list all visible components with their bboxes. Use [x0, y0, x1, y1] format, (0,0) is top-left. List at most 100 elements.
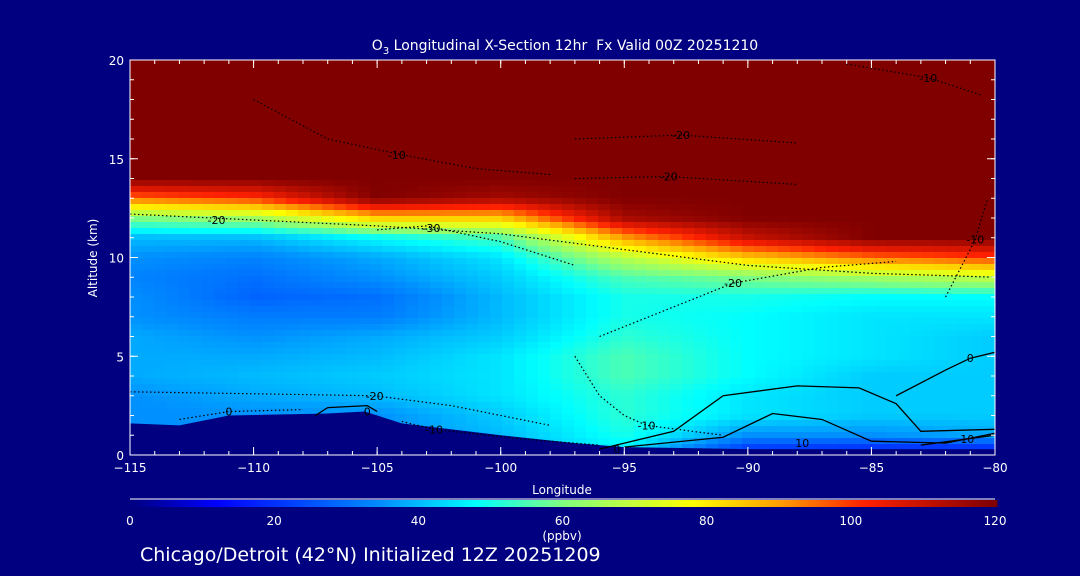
heatmap-cell	[370, 312, 383, 319]
heatmap-cell	[622, 84, 635, 91]
heatmap-cell	[382, 138, 395, 145]
heatmap-cell	[802, 234, 815, 241]
heatmap-cell	[826, 180, 839, 187]
heatmap-cell	[166, 402, 179, 409]
heatmap-cell	[490, 294, 503, 301]
heatmap-cell	[730, 366, 743, 373]
heatmap-cell	[526, 180, 539, 187]
heatmap-cell	[934, 78, 947, 85]
heatmap-cell	[598, 72, 611, 79]
heatmap-cell	[166, 288, 179, 295]
heatmap-cell	[778, 414, 791, 421]
heatmap-cell	[574, 198, 587, 205]
heatmap-cell	[454, 288, 467, 295]
heatmap-cell	[574, 90, 587, 97]
heatmap-cell	[310, 342, 323, 349]
heatmap-cell	[190, 372, 203, 379]
heatmap-cell	[766, 312, 779, 319]
heatmap-cell	[646, 168, 659, 175]
heatmap-cell	[850, 234, 863, 241]
heatmap-cell	[970, 414, 983, 421]
heatmap-cell	[970, 372, 983, 379]
heatmap-cell	[886, 240, 899, 247]
heatmap-cell	[418, 408, 431, 415]
heatmap-cell	[562, 120, 575, 127]
heatmap-cell	[646, 240, 659, 247]
heatmap-cell	[826, 390, 839, 397]
heatmap-cell	[442, 174, 455, 181]
heatmap-cell	[370, 384, 383, 391]
heatmap-cell	[886, 288, 899, 295]
heatmap-cell	[334, 258, 347, 265]
heatmap-cell	[694, 84, 707, 91]
heatmap-cell	[910, 150, 923, 157]
heatmap-cell	[694, 120, 707, 127]
heatmap-cell	[838, 396, 851, 403]
heatmap-cell	[862, 384, 875, 391]
heatmap-cell	[190, 300, 203, 307]
heatmap-cell	[802, 420, 815, 427]
heatmap-cell	[334, 90, 347, 97]
heatmap-cell	[982, 222, 995, 229]
heatmap-cell	[382, 252, 395, 259]
heatmap-cell	[154, 192, 167, 199]
heatmap-cell	[478, 270, 491, 277]
heatmap-cell	[730, 312, 743, 319]
heatmap-cell	[166, 300, 179, 307]
heatmap-cell	[754, 78, 767, 85]
heatmap-cell	[994, 204, 995, 211]
heatmap-cell	[682, 318, 695, 325]
heatmap-cell	[394, 228, 407, 235]
heatmap-cell	[970, 444, 983, 451]
heatmap-cell	[922, 444, 935, 451]
heatmap-cell	[454, 144, 467, 151]
heatmap-cell	[742, 186, 755, 193]
heatmap-cell	[682, 204, 695, 211]
heatmap-cell	[190, 168, 203, 175]
heatmap-cell	[370, 162, 383, 169]
heatmap-cell	[922, 210, 935, 217]
heatmap-cell	[826, 306, 839, 313]
heatmap-cell	[622, 102, 635, 109]
heatmap-cell	[946, 354, 959, 361]
heatmap-cell	[430, 126, 443, 133]
heatmap-cell	[742, 390, 755, 397]
heatmap-cell	[238, 318, 251, 325]
heatmap-cell	[238, 96, 251, 103]
heatmap-cell	[718, 390, 731, 397]
heatmap-cell	[502, 84, 515, 91]
heatmap-cell	[694, 156, 707, 163]
heatmap-cell	[850, 438, 863, 445]
heatmap-cell	[586, 330, 599, 337]
heatmap-cell	[322, 240, 335, 247]
heatmap-cell	[382, 276, 395, 283]
heatmap-cell	[262, 168, 275, 175]
heatmap-cell	[598, 270, 611, 277]
heatmap-cell	[610, 126, 623, 133]
heatmap-cell	[970, 258, 983, 265]
heatmap-cell	[718, 66, 731, 73]
heatmap-cell	[706, 72, 719, 79]
heatmap-cell	[634, 390, 647, 397]
heatmap-cell	[970, 294, 983, 301]
heatmap-cell	[742, 162, 755, 169]
heatmap-cell	[658, 276, 671, 283]
heatmap-cell	[154, 168, 167, 175]
heatmap-cell	[466, 198, 479, 205]
heatmap-cell	[478, 264, 491, 271]
heatmap-cell	[154, 144, 167, 151]
heatmap-cell	[226, 210, 239, 217]
heatmap-cell	[862, 372, 875, 379]
heatmap-cell	[394, 258, 407, 265]
heatmap-cell	[298, 390, 311, 397]
heatmap-cell	[694, 372, 707, 379]
heatmap-cell	[358, 168, 371, 175]
heatmap-cell	[202, 162, 215, 169]
contour-line	[401, 420, 600, 446]
heatmap-cell	[670, 78, 683, 85]
heatmap-cell	[142, 96, 155, 103]
heatmap-cell	[790, 78, 803, 85]
heatmap-cell	[730, 66, 743, 73]
heatmap-cell	[574, 366, 587, 373]
heatmap-cell	[670, 204, 683, 211]
